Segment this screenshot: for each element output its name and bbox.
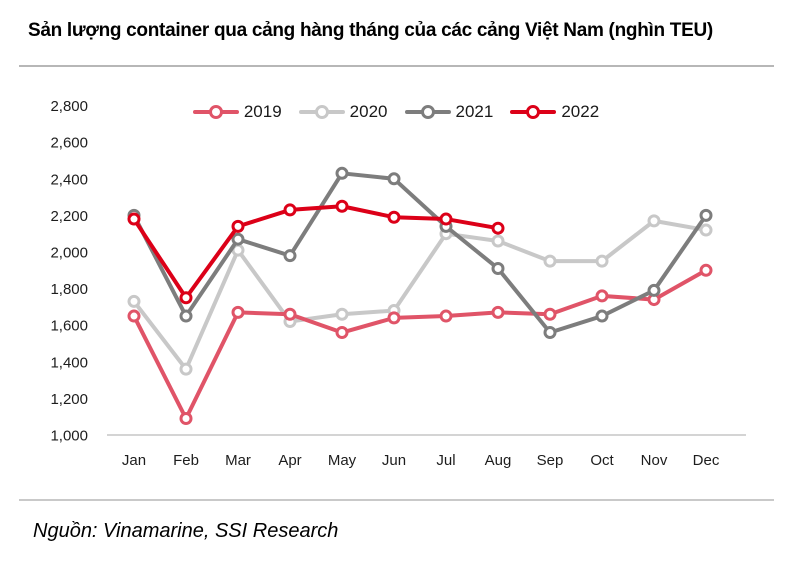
legend-label: 2021 [455, 102, 494, 121]
series-2019-marker [491, 305, 505, 319]
series-2021-line [132, 171, 708, 335]
x-tick-label: Jul [436, 452, 455, 469]
y-tick-label: 2,000 [50, 245, 88, 262]
x-tick-label: Aug [485, 452, 512, 469]
y-tick-label: 1,000 [50, 428, 88, 445]
series-2021-marker [699, 208, 713, 222]
series-2019-marker [231, 305, 245, 319]
source-note: Nguồn: Vinamarine, SSI Research [33, 520, 339, 542]
y-tick-label: 2,200 [50, 208, 88, 225]
series-2020-marker [595, 254, 609, 268]
series-2022-line [132, 204, 500, 300]
legend-line-marker-icon [192, 104, 239, 119]
x-tick-label: Mar [225, 452, 251, 469]
y-tick-label: 2,800 [50, 98, 88, 115]
chart-legend: 2019 2020 2021 2022 [0, 103, 792, 120]
series-2020-marker [699, 223, 713, 237]
series-2020-marker [179, 362, 193, 376]
y-tick-label: 1,600 [50, 318, 88, 335]
x-tick-label: May [328, 452, 357, 469]
y-tick-label: 1,400 [50, 354, 88, 371]
series-2019-marker [387, 311, 401, 325]
y-tick-label: 2,600 [50, 135, 88, 152]
legend-line-marker-icon [510, 104, 557, 119]
series-2021-marker [543, 326, 557, 340]
source-divider [19, 499, 774, 501]
legend-item-2020: 2020 [298, 102, 388, 121]
series-2021-marker [335, 166, 349, 180]
series-2022-marker [179, 291, 193, 305]
legend-label: 2019 [243, 102, 282, 121]
series-2020-marker [491, 234, 505, 248]
legend-circle-marker-icon [420, 104, 435, 119]
series-2019-marker [335, 326, 349, 340]
series-2021-marker [647, 283, 661, 297]
series-2019-marker [179, 412, 193, 426]
series-2022-marker [491, 221, 505, 235]
series-2022-marker [283, 203, 297, 217]
x-tick-label: Apr [278, 452, 301, 469]
y-tick-label: 1,800 [50, 281, 88, 298]
chart-title: Sản lượng container qua cảng hàng tháng … [28, 20, 713, 41]
series-2019-marker [283, 307, 297, 321]
series-2020-marker [335, 307, 349, 321]
line-chart-canvas: 1,000 1,200 1,400 1,600 1,800 2,000 2,200 2,400… [50, 98, 746, 469]
legend-item-2021: 2021 [404, 102, 494, 121]
legend-item-2022: 2022 [510, 103, 599, 120]
x-tick-label: Jun [382, 452, 406, 469]
series-2020-line [132, 218, 708, 372]
series-2019-marker [595, 289, 609, 303]
x-tick-label: Nov [641, 452, 668, 469]
legend-label: 2022 [561, 102, 600, 121]
x-tick-label: Sep [537, 452, 564, 469]
series-2022-marker [439, 212, 453, 226]
series-2022-marker [231, 219, 245, 233]
series-2021-marker [179, 309, 193, 323]
legend-item-2019: 2019 [192, 102, 282, 121]
series-2022-marker [127, 212, 141, 226]
series-2022-marker [387, 210, 401, 224]
series-2019-marker [439, 309, 453, 323]
x-tick-label: Dec [693, 452, 720, 469]
series-2019-line [132, 268, 708, 421]
series-2021-marker [231, 232, 245, 246]
legend-label: 2020 [349, 102, 388, 121]
legend-line-marker-icon [298, 104, 345, 119]
y-tick-label: 1,200 [50, 391, 88, 408]
series-2019-marker [699, 263, 713, 277]
series-2020-marker [543, 254, 557, 268]
title-divider [19, 65, 774, 67]
series-2019-marker [127, 309, 141, 323]
series-2019-marker [543, 307, 557, 321]
x-tick-label: Jan [122, 452, 146, 469]
legend-circle-marker-icon [526, 104, 541, 119]
y-tick-label: 2,400 [50, 171, 88, 188]
series-2021-marker [283, 249, 297, 263]
series-2020-marker [647, 214, 661, 228]
x-tick-label: Feb [173, 452, 199, 469]
series-2022-marker [335, 199, 349, 213]
series-2020-marker [127, 294, 141, 308]
legend-line-marker-icon [404, 104, 451, 119]
x-tick-label: Oct [590, 452, 614, 469]
legend-circle-marker-icon [208, 104, 223, 119]
series-2021-marker [595, 309, 609, 323]
legend-circle-marker-icon [314, 104, 329, 119]
series-2021-marker [491, 261, 505, 275]
series-2021-marker [387, 172, 401, 186]
